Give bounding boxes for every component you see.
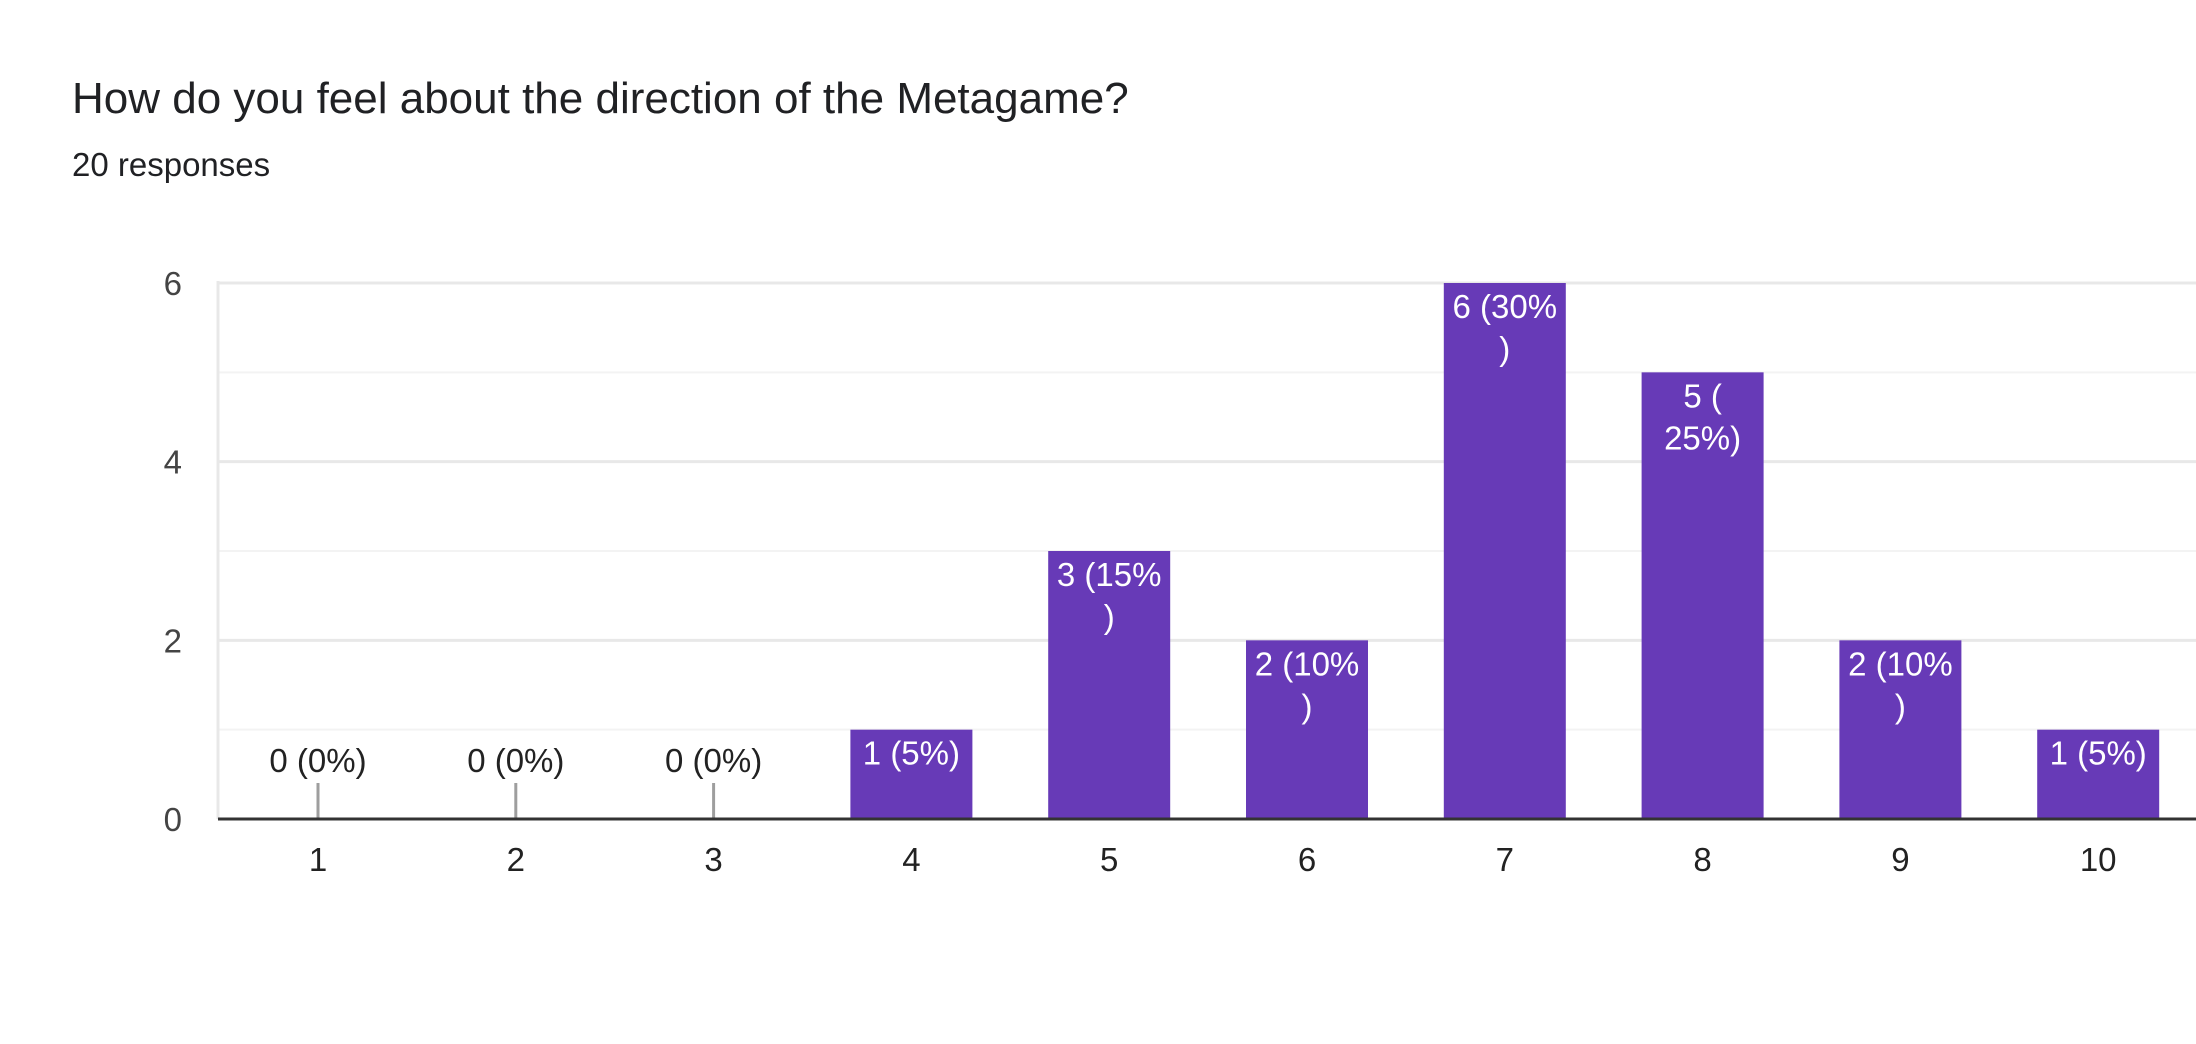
x-tick-label: 5	[1100, 841, 1118, 878]
data-label: 1 (5%)	[2050, 735, 2147, 772]
x-tick-label: 7	[1496, 841, 1514, 878]
data-label: )	[1302, 687, 1313, 724]
bar	[1839, 640, 1962, 819]
data-label: 2 (10%	[1255, 645, 1360, 682]
data-label: 3 (15%	[1057, 556, 1162, 593]
bar	[2037, 729, 2160, 819]
x-tick-label: 2	[507, 841, 525, 878]
y-tick-label: 2	[164, 622, 182, 659]
data-label: 0 (0%)	[467, 742, 564, 779]
data-label: 2 (10%	[1848, 645, 1953, 682]
y-tick-label: 4	[164, 444, 182, 481]
data-label: 1 (5%)	[863, 735, 960, 772]
data-label: 5 (	[1683, 377, 1722, 414]
x-tick-label: 1	[309, 841, 327, 878]
x-tick-label: 10	[2080, 841, 2117, 878]
y-tick-label: 0	[164, 801, 182, 838]
x-tick-label: 9	[1891, 841, 1909, 878]
x-tick-label: 6	[1298, 841, 1316, 878]
data-label: 0 (0%)	[665, 742, 762, 779]
bar	[1641, 372, 1764, 819]
bar	[850, 729, 973, 819]
x-tick-label: 8	[1693, 841, 1711, 878]
bar	[1246, 640, 1368, 819]
y-tick-label: 6	[164, 265, 182, 302]
chart-title: How do you feel about the direction of t…	[72, 74, 1129, 123]
data-label: 6 (30%	[1453, 288, 1558, 325]
data-label: )	[1104, 598, 1115, 635]
x-tick-label: 3	[704, 841, 722, 878]
data-label: 25%)	[1664, 419, 1741, 456]
data-label: )	[1499, 330, 1510, 367]
response-count: 20 responses	[72, 146, 271, 183]
data-label: )	[1895, 687, 1906, 724]
bar	[1443, 283, 1566, 819]
bar	[1048, 551, 1171, 819]
x-tick-label: 4	[902, 841, 920, 878]
data-label: 0 (0%)	[269, 742, 366, 779]
